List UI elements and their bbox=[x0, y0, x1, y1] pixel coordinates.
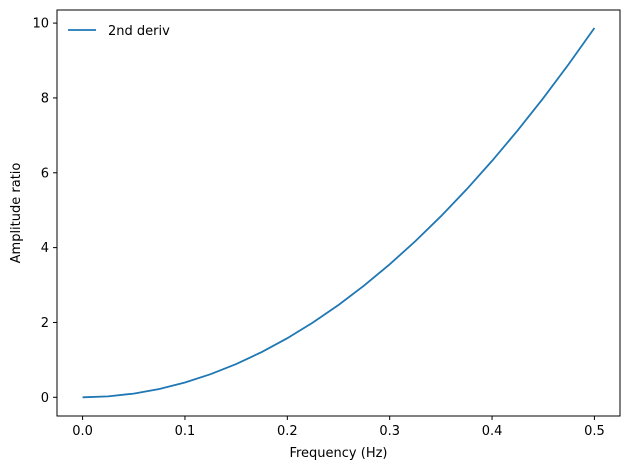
y-tick-label: 2 bbox=[41, 316, 49, 331]
x-tick-label: 0.3 bbox=[379, 424, 400, 439]
y-tick-label: 10 bbox=[32, 17, 49, 32]
y-axis-label: Amplitude ratio bbox=[9, 163, 24, 264]
y-tick-label: 4 bbox=[41, 241, 49, 256]
legend-label-2nd-deriv: 2nd deriv bbox=[108, 24, 170, 39]
plot-frame bbox=[56, 9, 621, 417]
plot-area bbox=[82, 27, 596, 399]
series-line-0 bbox=[82, 27, 596, 399]
y-tick-label: 6 bbox=[41, 166, 49, 181]
axes: 0.0 0.1 0.2 0.3 0.4 0.5 0 2 4 6 8 10 bbox=[32, 9, 621, 439]
x-axis-label: Frequency (Hz) bbox=[289, 446, 387, 461]
x-tick-label: 0.2 bbox=[277, 424, 298, 439]
x-tick-label: 0.1 bbox=[175, 424, 196, 439]
legend: 2nd deriv bbox=[68, 24, 170, 39]
x-tick-label: 0.5 bbox=[584, 424, 605, 439]
y-tick-label: 0 bbox=[41, 391, 49, 406]
x-tick-label: 0.4 bbox=[482, 424, 503, 439]
x-tick-label: 0.0 bbox=[72, 424, 93, 439]
y-tick-label: 8 bbox=[41, 91, 49, 106]
